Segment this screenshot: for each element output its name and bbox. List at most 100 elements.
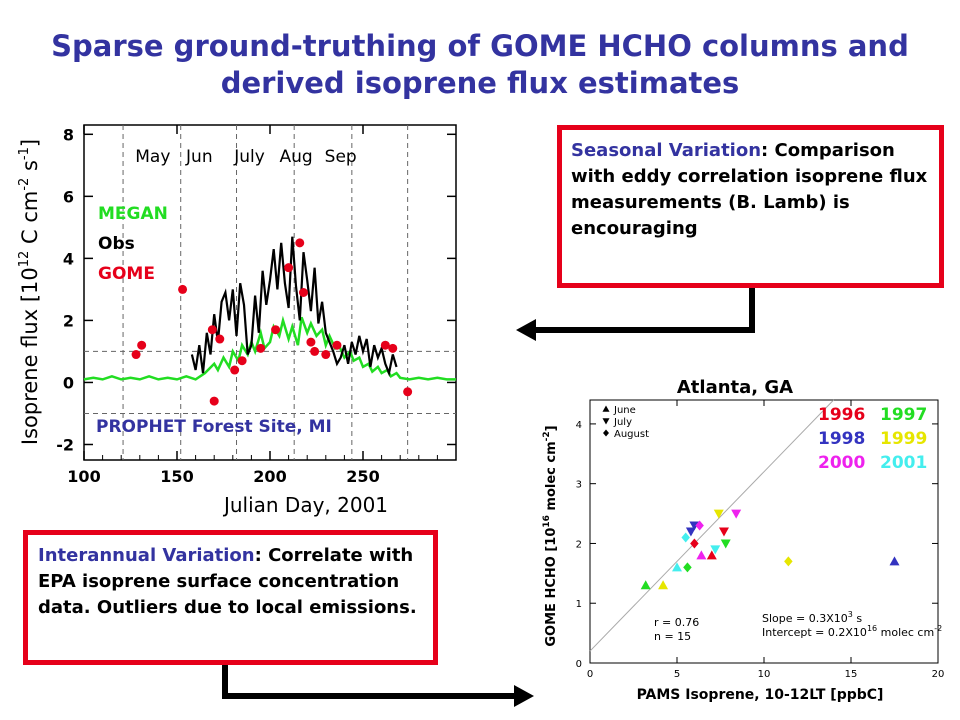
scatter-title: Atlanta, GA bbox=[677, 377, 793, 398]
scatter-point bbox=[718, 527, 729, 537]
y-tick-label: 6 bbox=[63, 187, 74, 206]
gome-point bbox=[388, 343, 398, 353]
x-tick-label: 150 bbox=[160, 467, 193, 486]
gome-point bbox=[207, 325, 217, 335]
scatter-point bbox=[696, 550, 707, 560]
timeseries-ticks: 100 150 200 250 -2 0 2 4 6 8 bbox=[56, 125, 456, 486]
scatter-y-tick-label: 1 bbox=[576, 599, 582, 610]
scatter-y-tick-label: 0 bbox=[576, 659, 582, 670]
interannual-heading: Interannual Variation bbox=[38, 545, 255, 566]
scatter-point bbox=[695, 520, 704, 531]
month-label: July bbox=[233, 147, 265, 167]
month-label: Jun bbox=[185, 147, 213, 167]
seasonal-heading: Seasonal Variation bbox=[571, 140, 762, 161]
timeseries-frame bbox=[83, 124, 457, 461]
scatter-year-legend: 1996 1997 1998 1999 2000 2001 bbox=[818, 405, 927, 473]
scatter-point bbox=[640, 580, 651, 590]
y-tick-label: 8 bbox=[63, 125, 74, 144]
x-tick-label: 200 bbox=[253, 467, 286, 486]
title-line-1: Sparse ground-truthing of GOME HCHO colu… bbox=[51, 29, 909, 63]
gome-point bbox=[131, 350, 141, 360]
seasonal-arrow-line bbox=[528, 288, 755, 333]
y-tick-label: 2 bbox=[63, 311, 74, 330]
scatter-point bbox=[731, 509, 742, 519]
marker-legend-symbol bbox=[603, 429, 609, 437]
gome-point bbox=[178, 284, 188, 294]
scatter-point bbox=[710, 545, 721, 555]
month-label: May bbox=[135, 147, 170, 167]
gome-point bbox=[256, 343, 266, 353]
interannual-body: : Correlate with EPA isoprene surface co… bbox=[38, 545, 417, 618]
scatter-y-tick-label: 3 bbox=[576, 480, 582, 491]
seasonal-arrow-head bbox=[516, 319, 536, 341]
timeseries-y-label: Isoprene flux [1012 C cm-2 s-1] bbox=[17, 139, 42, 445]
year-legend-label: 2000 bbox=[818, 453, 865, 473]
marker-legend-symbol bbox=[602, 405, 610, 412]
scatter-point bbox=[690, 538, 699, 549]
scatter-x-tick-label: 0 bbox=[587, 669, 593, 680]
gome-point bbox=[310, 346, 320, 356]
gome-point bbox=[237, 356, 247, 366]
scatter-point bbox=[683, 562, 692, 573]
x-tick-label: 100 bbox=[67, 467, 100, 486]
marker-legend-label: July bbox=[613, 417, 632, 428]
scatter-y-label: GOME HCHO [1016 molec cm-2] bbox=[542, 425, 559, 646]
gome-point bbox=[380, 340, 390, 350]
gome-point bbox=[215, 334, 225, 344]
gome-point bbox=[403, 387, 413, 397]
scatter-x-tick-label: 20 bbox=[932, 669, 945, 680]
gome-series-points bbox=[131, 238, 413, 406]
year-legend-label: 1998 bbox=[818, 429, 865, 449]
scatter-x-tick-label: 10 bbox=[758, 669, 771, 680]
year-legend-label: 1999 bbox=[880, 429, 927, 449]
gome-point bbox=[306, 337, 316, 347]
stat-r: r = 0.76 bbox=[654, 616, 699, 629]
legend-gome: GOME bbox=[98, 264, 155, 284]
legend-obs: Obs bbox=[98, 234, 135, 254]
gome-point bbox=[332, 340, 342, 350]
title-line-2: derived isoprene flux estimates bbox=[220, 66, 740, 100]
year-legend-label: 2001 bbox=[880, 453, 927, 473]
timeseries-dashed-guides bbox=[84, 125, 456, 460]
scatter-point bbox=[706, 550, 717, 560]
stat-n: n = 15 bbox=[654, 630, 691, 643]
marker-legend-label: August bbox=[614, 429, 649, 440]
fit-intercept: Intercept = 0.2X1016 molec cm-2 bbox=[762, 624, 942, 639]
scatter-point bbox=[658, 580, 669, 590]
interannual-arrow-head bbox=[514, 685, 534, 707]
scatter-point bbox=[681, 532, 690, 543]
legend-megan: MEGAN bbox=[98, 204, 168, 224]
gome-point bbox=[298, 288, 308, 297]
interannual-arrow-line bbox=[222, 665, 520, 699]
x-tick-label: 250 bbox=[346, 467, 379, 486]
marker-legend-symbol bbox=[602, 418, 610, 425]
y-tick-label: -2 bbox=[56, 435, 74, 454]
scatter-point bbox=[784, 556, 793, 567]
gome-point bbox=[321, 350, 331, 360]
scatter-x-label: PAMS Isoprene, 10-12LT [ppbC] bbox=[637, 687, 884, 703]
timeseries-month-labels: May Jun July Aug Sep bbox=[135, 147, 356, 167]
seasonal-colon: : bbox=[761, 140, 769, 161]
scatter-point bbox=[685, 527, 696, 537]
scatter-point bbox=[889, 556, 900, 566]
gome-point bbox=[209, 396, 219, 406]
megan-series-line bbox=[83, 315, 456, 381]
seasonal-body: Comparison with eddy correlation isopren… bbox=[571, 140, 928, 239]
y-tick-label: 0 bbox=[63, 373, 74, 392]
month-label: Sep bbox=[325, 147, 357, 167]
month-label: Aug bbox=[279, 147, 312, 167]
scatter-x-tick-label: 5 bbox=[674, 669, 680, 680]
marker-legend-label: June bbox=[613, 405, 636, 416]
gome-point bbox=[284, 263, 294, 273]
scatter-point bbox=[713, 509, 724, 519]
gome-point bbox=[230, 365, 240, 375]
timeseries-chart: 100 150 200 250 -2 0 2 4 6 8 May Jun July Aug Sep MEG… bbox=[17, 124, 457, 517]
slide-title: Sparse ground-truthing of GOME HCHO colu… bbox=[0, 28, 960, 102]
scatter-point bbox=[720, 539, 731, 549]
obs-series-line bbox=[190, 236, 398, 377]
interannual-variation-box: Interannual Variation: Correlate with EP… bbox=[23, 530, 438, 665]
scatter-y-tick-label: 2 bbox=[576, 539, 582, 550]
